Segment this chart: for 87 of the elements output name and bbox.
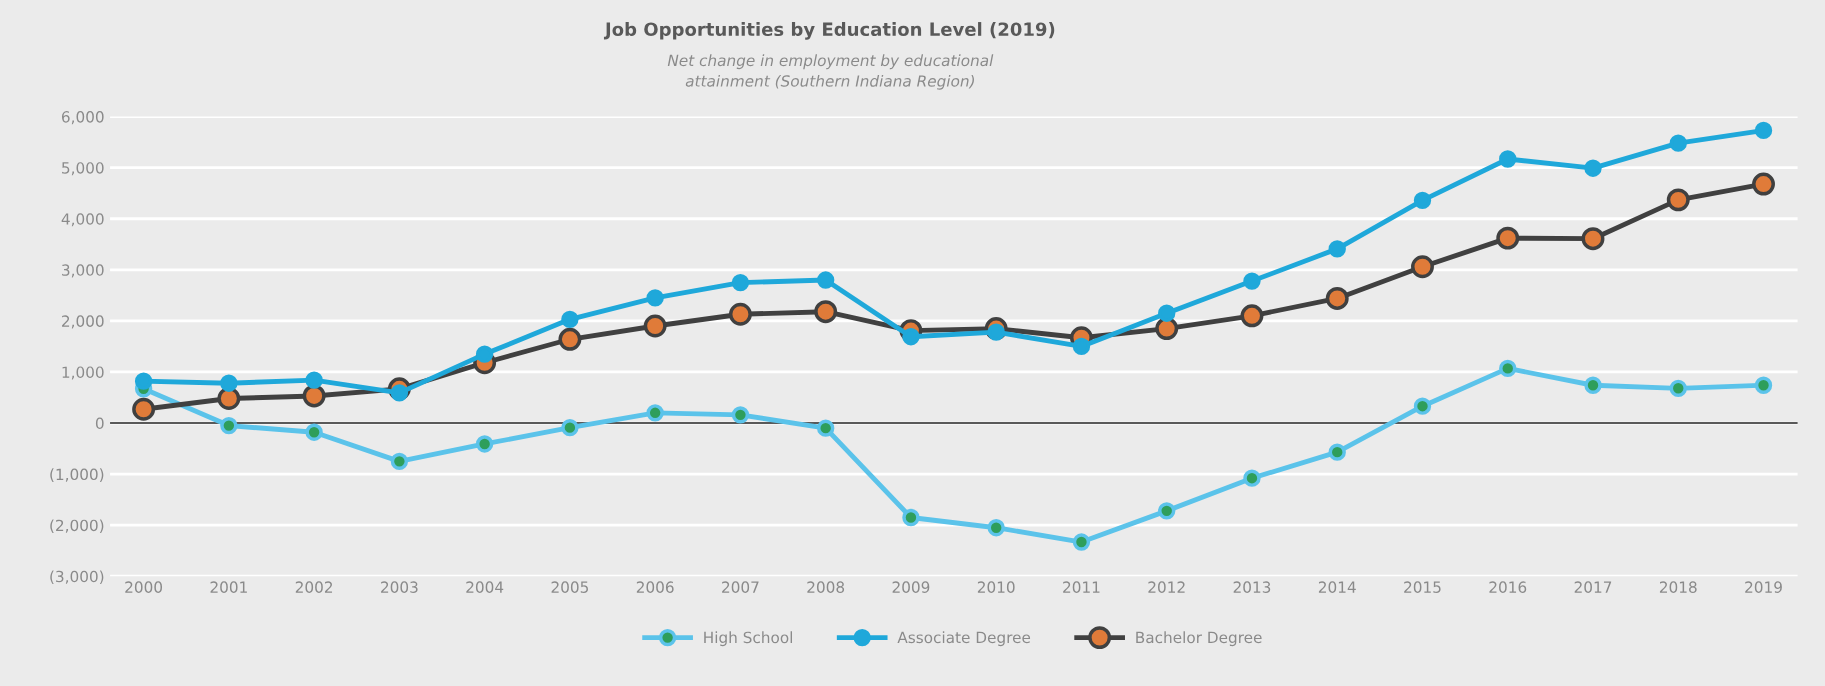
y-tick-label: (3,000): [50, 570, 104, 585]
point: [132, 397, 156, 421]
chart-title: Job Opportunities by Education Level (2019): [603, 22, 1055, 40]
y-tick-label: 6,000: [61, 111, 104, 125]
point: [302, 384, 326, 408]
legend-label: Associate Degree: [897, 631, 1031, 647]
x-tick-label: 2007: [722, 581, 759, 593]
point: [1666, 188, 1690, 212]
point: [1669, 379, 1687, 397]
point: [731, 273, 750, 292]
point: [1499, 359, 1517, 378]
x-tick-label: 2000: [125, 581, 163, 593]
point: [1584, 376, 1602, 394]
x-tick-label: 2011: [1063, 581, 1100, 593]
y-tick-label: (1,000): [50, 468, 104, 482]
x-tick-label: 2019: [1745, 581, 1782, 593]
x-tick-label: 2009: [892, 581, 930, 593]
point: [561, 310, 579, 329]
y-tick-label: 4,000: [61, 213, 104, 227]
point: [1243, 272, 1261, 290]
point: [1752, 172, 1775, 196]
point: [220, 374, 238, 392]
point: [1754, 376, 1773, 394]
point: [475, 435, 494, 453]
y-tick-label: 5,000: [62, 162, 104, 176]
point: [646, 404, 664, 422]
x-tick-label: 2010: [977, 581, 1015, 593]
point: [558, 327, 582, 351]
point: [220, 416, 238, 435]
y-tick-label: 0: [95, 417, 104, 430]
point: [390, 384, 409, 402]
legend-label: Bachelor Degree: [1136, 631, 1262, 647]
point: [217, 387, 241, 410]
x-tick-label: 2016: [1489, 581, 1527, 593]
point: [1413, 191, 1432, 210]
point: [1328, 443, 1346, 461]
x-tick-label: 2006: [636, 581, 674, 593]
point: [816, 419, 835, 437]
point: [305, 371, 323, 389]
x-tick-label: 2013: [1233, 581, 1271, 593]
x-tick-label: 2001: [210, 581, 247, 593]
point: [646, 289, 664, 307]
point: [1413, 397, 1432, 415]
y-tick-label: 1,000: [62, 366, 104, 380]
point: [561, 418, 579, 437]
x-tick-label: 2002: [295, 581, 333, 593]
point: [1754, 121, 1773, 140]
point: [1240, 304, 1264, 328]
x-tick-label: 2018: [1659, 581, 1697, 593]
y-tick-label: (2,000): [50, 519, 104, 533]
point: [1581, 227, 1605, 251]
point: [731, 406, 750, 424]
x-tick-label: 2008: [807, 581, 845, 593]
legend-label: High School: [704, 631, 792, 647]
chart-subtitle: Net change in employment by educational attainment (Southern Indiana Region): [667, 54, 994, 90]
point: [475, 345, 494, 363]
point: [728, 302, 752, 326]
point: [816, 271, 835, 289]
x-tick-label: 2015: [1404, 581, 1441, 593]
y-tick-label: 2,000: [62, 315, 104, 329]
point: [1072, 533, 1091, 551]
point: [1325, 286, 1349, 310]
point: [1155, 317, 1179, 341]
x-tick-label: 2012: [1148, 581, 1185, 593]
point: [305, 423, 323, 441]
x-tick-label: 2017: [1574, 581, 1612, 593]
point: [390, 452, 409, 471]
x-tick-label: 2004: [466, 581, 504, 593]
point: [1328, 240, 1346, 258]
point: [1158, 502, 1176, 520]
x-tick-label: 2005: [551, 581, 588, 593]
point: [902, 508, 920, 527]
x-tick-label: 2003: [381, 581, 418, 593]
point: [814, 300, 838, 324]
point: [134, 372, 153, 390]
point: [1411, 255, 1434, 279]
point: [1496, 226, 1520, 250]
point: [643, 314, 667, 338]
point: [1499, 150, 1517, 168]
point: [1584, 159, 1602, 177]
point: [987, 519, 1005, 537]
point: [1158, 304, 1176, 322]
point: [1072, 337, 1091, 356]
point: [1669, 134, 1687, 152]
y-tick-label: 3,000: [62, 264, 104, 278]
x-tick-label: 2014: [1318, 581, 1356, 593]
point: [1243, 469, 1261, 487]
